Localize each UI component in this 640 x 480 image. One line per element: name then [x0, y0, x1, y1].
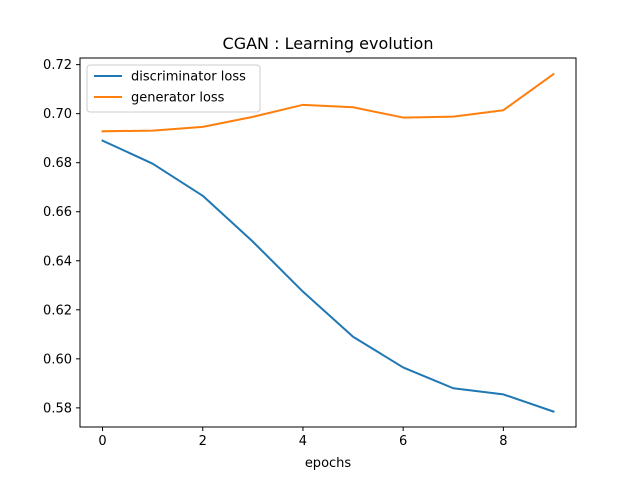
series-line-discriminator-loss	[101, 139, 555, 413]
legend: discriminator loss generator loss	[86, 64, 261, 113]
y-tick-label: 0.64	[43, 254, 72, 269]
series-line-generator-loss	[101, 72, 555, 133]
legend-box	[86, 64, 261, 113]
legend-label-generator-loss: generator loss	[131, 91, 225, 106]
x-tick-label: 8	[499, 434, 507, 449]
chart-title: CGAN : Learning evolution	[223, 34, 434, 53]
legend-label-discriminator-loss: discriminator loss	[131, 70, 246, 85]
x-tick-label: 4	[299, 434, 307, 449]
y-tick-label: 0.58	[43, 401, 72, 416]
y-tick-label: 0.62	[43, 303, 72, 318]
x-axis: 0 2 4 6 8	[98, 427, 507, 449]
x-tick-label: 6	[399, 434, 407, 449]
y-tick-label: 0.60	[43, 352, 72, 367]
axes-layer	[79, 57, 577, 428]
y-tick-label: 0.66	[43, 205, 72, 220]
x-axis-label: epochs	[305, 456, 352, 471]
x-tick-label: 0	[98, 434, 106, 449]
y-tick-label: 0.72	[43, 58, 72, 73]
x-tick-label: 2	[199, 434, 207, 449]
series-layer	[101, 72, 555, 413]
y-axis: 0.58 0.60 0.62 0.64 0.66 0.68 0.70 0.72	[43, 58, 80, 416]
plot-frame	[79, 57, 577, 428]
y-tick-label: 0.70	[43, 107, 72, 122]
y-tick-label: 0.68	[43, 156, 72, 171]
